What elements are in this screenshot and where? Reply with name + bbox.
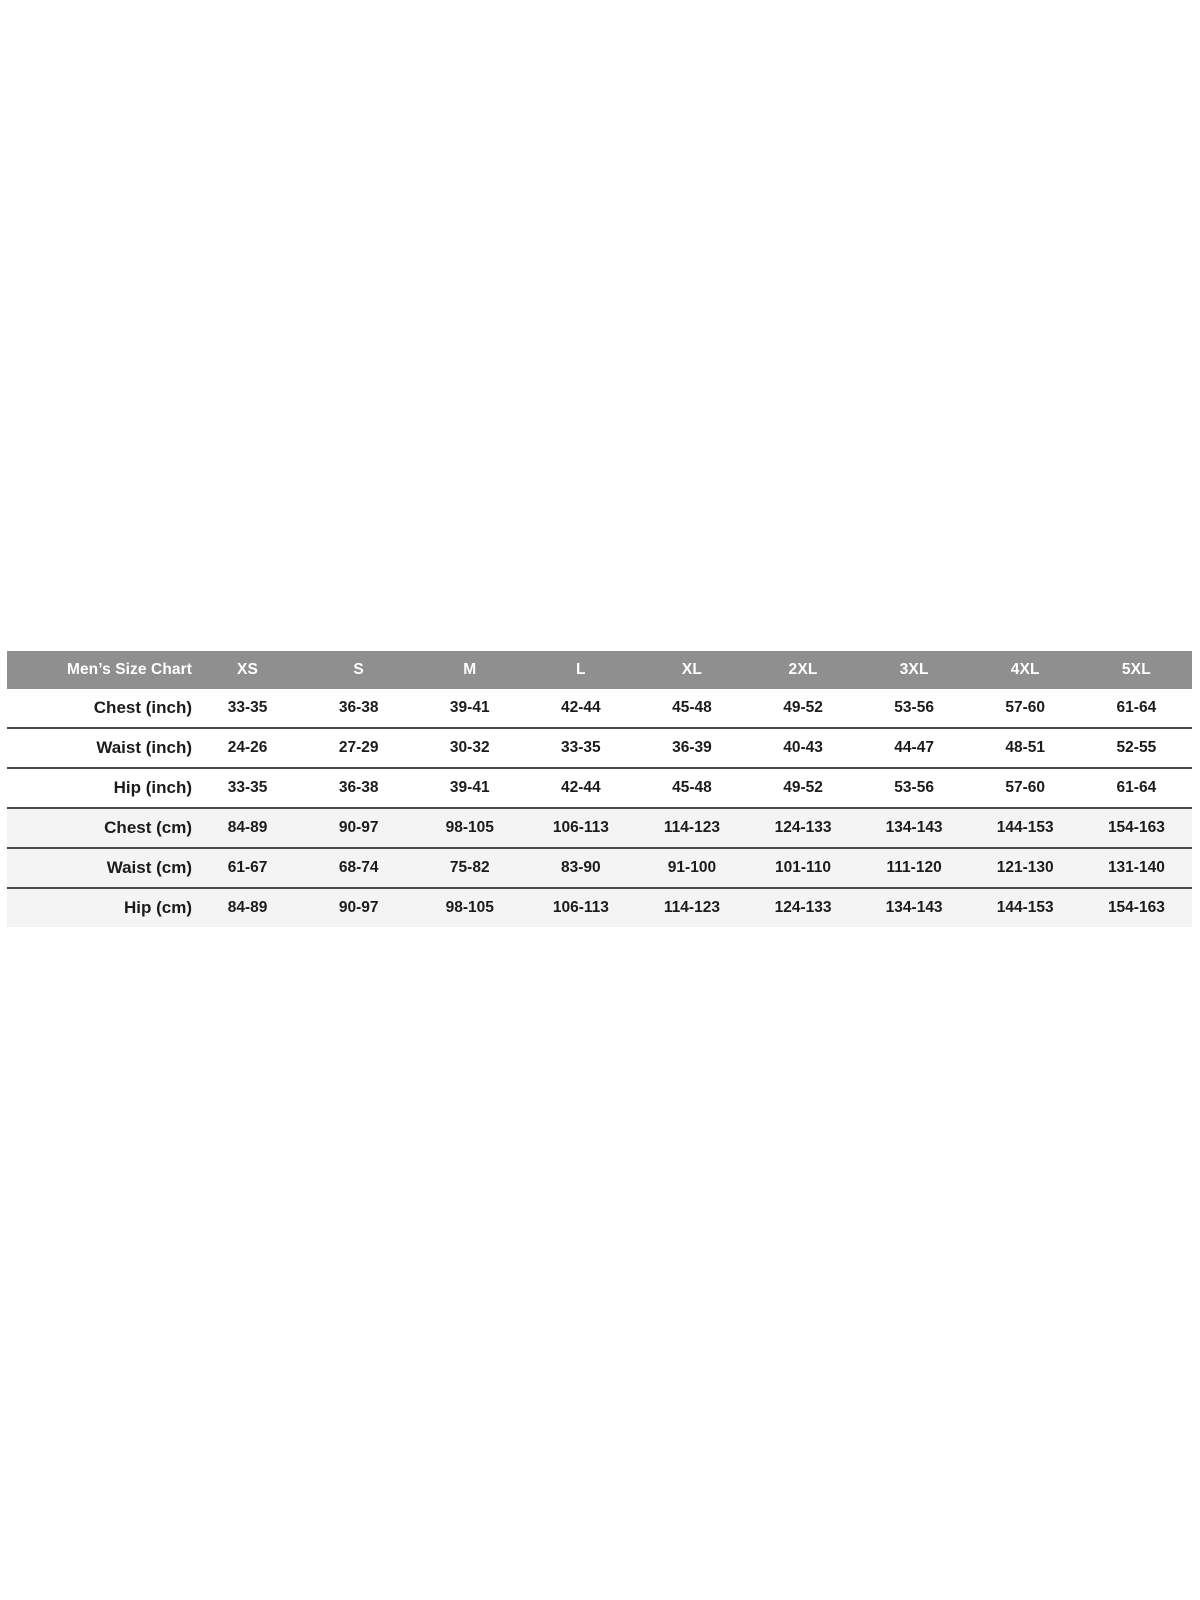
cell-hip-cm-4xl: 144-153 [969, 887, 1081, 927]
row-label-waist-cm: Waist (cm) [7, 847, 193, 888]
table-row: Hip (inch) 33-35 36-38 39-41 42-44 45-48… [7, 767, 1192, 808]
cell-waist-cm-l: 83-90 [525, 847, 637, 888]
cell-hip-inch-2xl: 49-52 [747, 767, 859, 808]
cell-hip-cm-5xl: 154-163 [1080, 887, 1192, 927]
cell-chest-inch-5xl: 61-64 [1116, 699, 1157, 716]
cell-waist-cm-xl: 91-100 [636, 847, 748, 888]
cell-waist-cm-2xl: 101-110 [747, 847, 859, 888]
size-column-header-5xl: 5XL [1121, 661, 1151, 678]
cell-hip-inch-4xl: 57-60 [969, 767, 1081, 808]
size-column-header-4xl: 4XL [1010, 661, 1040, 678]
cell-chest-inch-l: 42-44 [561, 699, 601, 716]
cell-waist-inch-s: 27-29 [303, 727, 415, 768]
cell-chest-inch-s: 36-38 [338, 699, 379, 716]
cell-hip-inch-xl: 45-48 [636, 767, 748, 808]
cell-hip-cm-l: 106-113 [525, 887, 637, 927]
cell-chest-inch-3xl: 53-56 [894, 699, 934, 716]
cell-chest-cm-3xl: 134-143 [858, 807, 970, 848]
size-chart-container: Men’s Size Chart XS S M L XL 2XL 3XL 4XL… [7, 651, 1192, 927]
cell-waist-cm-s: 68-74 [303, 847, 415, 888]
row-label-waist-inch: Waist (inch) [7, 727, 193, 768]
table-row: Waist (cm) 61-67 68-74 75-82 83-90 91-10… [7, 847, 1192, 888]
cell-waist-inch-5xl: 52-55 [1080, 727, 1192, 768]
chart-title: Men’s Size Chart [66, 661, 193, 678]
cell-waist-inch-xs: 24-26 [192, 727, 304, 768]
cell-chest-inch-m: 39-41 [449, 699, 490, 716]
cell-hip-inch-3xl: 53-56 [858, 767, 970, 808]
row-label-hip-cm: Hip (cm) [7, 887, 193, 927]
cell-hip-inch-m: 39-41 [414, 767, 526, 808]
size-column-header-xs: XS [237, 661, 259, 678]
cell-hip-cm-xl: 114-123 [636, 887, 748, 927]
cell-hip-cm-xs: 84-89 [192, 887, 304, 927]
cell-waist-cm-3xl: 111-120 [858, 847, 970, 888]
cell-waist-inch-3xl: 44-47 [858, 727, 970, 768]
cell-waist-cm-5xl: 131-140 [1080, 847, 1192, 888]
cell-chest-inch-xl: 45-48 [672, 699, 712, 716]
cell-chest-inch-4xl: 57-60 [1005, 699, 1046, 716]
size-column-header-3xl: 3XL [899, 661, 929, 678]
size-column-header-xl: XL [681, 661, 703, 678]
cell-chest-cm-4xl: 144-153 [969, 807, 1081, 848]
cell-hip-inch-5xl: 61-64 [1080, 767, 1192, 808]
size-column-header-2xl: 2XL [788, 661, 818, 678]
cell-chest-cm-5xl: 154-163 [1080, 807, 1192, 848]
mens-size-chart-table: Men’s Size Chart XS S M L XL 2XL 3XL 4XL… [7, 651, 1192, 927]
cell-hip-cm-2xl: 124-133 [747, 887, 859, 927]
cell-chest-cm-m: 98-105 [414, 807, 526, 848]
cell-waist-inch-4xl: 48-51 [969, 727, 1081, 768]
table-row: Chest (cm) 84-89 90-97 98-105 106-113 11… [7, 807, 1192, 848]
cell-waist-inch-2xl: 40-43 [747, 727, 859, 768]
cell-waist-inch-m: 30-32 [414, 727, 526, 768]
table-row: Chest (inch) 33-35 36-38 39-41 42-44 45-… [7, 689, 1192, 728]
row-label-hip-inch: Hip (inch) [7, 767, 193, 808]
cell-chest-inch-2xl: 49-52 [783, 699, 823, 716]
cell-waist-cm-xs: 61-67 [192, 847, 304, 888]
cell-waist-inch-l: 33-35 [525, 727, 637, 768]
header-row: Men’s Size Chart XS S M L XL 2XL 3XL 4XL… [7, 651, 1192, 689]
table-row: Waist (inch) 24-26 27-29 30-32 33-35 36-… [7, 727, 1192, 768]
cell-hip-cm-3xl: 134-143 [858, 887, 970, 927]
row-label-chest-inch: Chest (inch) [93, 698, 193, 717]
table-row: Hip (cm) 84-89 90-97 98-105 106-113 114-… [7, 887, 1192, 927]
cell-hip-inch-xs: 33-35 [192, 767, 304, 808]
cell-chest-cm-xs: 84-89 [192, 807, 304, 848]
cell-chest-cm-s: 90-97 [303, 807, 415, 848]
cell-chest-inch-xs: 33-35 [227, 699, 268, 716]
table-head: Men’s Size Chart XS S M L XL 2XL 3XL 4XL… [7, 651, 1192, 689]
cell-chest-cm-2xl: 124-133 [747, 807, 859, 848]
size-column-header-m: M [463, 661, 477, 678]
table-body: Chest (inch) 33-35 36-38 39-41 42-44 45-… [7, 689, 1192, 927]
cell-waist-cm-m: 75-82 [414, 847, 526, 888]
cell-waist-inch-xl: 36-39 [636, 727, 748, 768]
cell-chest-cm-l: 106-113 [525, 807, 637, 848]
cell-chest-cm-xl: 114-123 [636, 807, 748, 848]
cell-hip-inch-s: 36-38 [303, 767, 415, 808]
cell-waist-cm-4xl: 121-130 [969, 847, 1081, 888]
size-column-header-s: S [353, 661, 364, 678]
cell-hip-inch-l: 42-44 [525, 767, 637, 808]
cell-hip-cm-s: 90-97 [303, 887, 415, 927]
row-label-chest-cm: Chest (cm) [7, 807, 193, 848]
cell-hip-cm-m: 98-105 [414, 887, 526, 927]
size-column-header-l: L [576, 661, 586, 678]
